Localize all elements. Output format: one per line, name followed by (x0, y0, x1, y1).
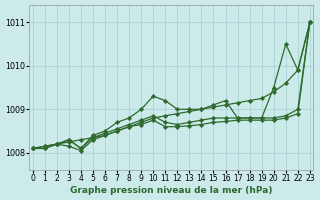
X-axis label: Graphe pression niveau de la mer (hPa): Graphe pression niveau de la mer (hPa) (70, 186, 273, 195)
